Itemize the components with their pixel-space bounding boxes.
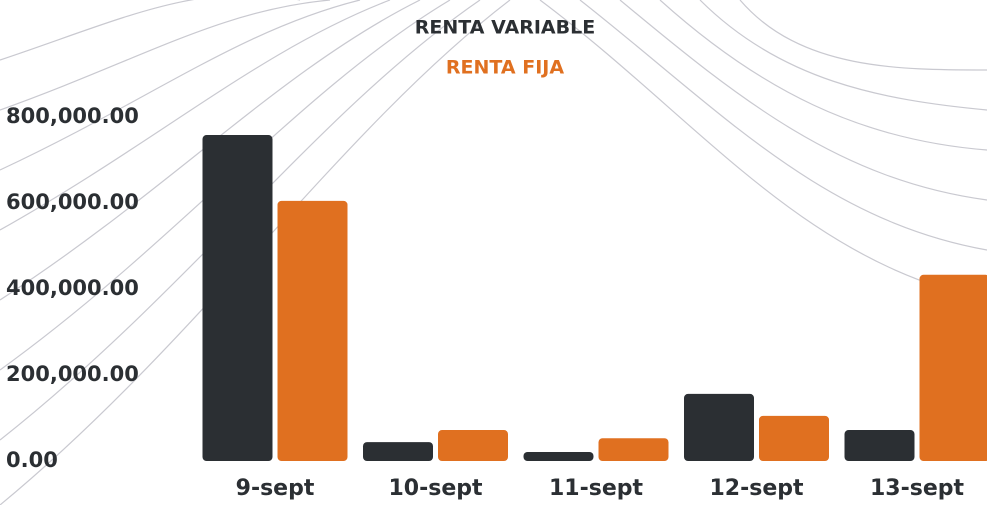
x-tick-label: 12-sept — [709, 476, 804, 501]
bar — [438, 430, 508, 461]
y-tick-label: 200,000.00 — [6, 362, 139, 386]
y-tick-label: 0.00 — [6, 448, 58, 472]
y-tick-label: 800,000.00 — [6, 104, 139, 128]
bar — [202, 135, 273, 461]
x-tick-label: 11-sept — [549, 476, 644, 501]
legend-label: RENTA VARIABLE — [415, 17, 595, 39]
x-tick-label: 13-sept — [870, 476, 965, 501]
x-tick-label: 9-sept — [236, 476, 315, 501]
bar — [919, 274, 987, 461]
bar — [523, 451, 594, 461]
bar — [363, 442, 433, 461]
y-tick-label: 600,000.00 — [6, 190, 139, 214]
bar — [684, 393, 754, 461]
bar — [759, 415, 829, 461]
legend-label: RENTA FIJA — [446, 57, 564, 79]
y-tick-label: 400,000.00 — [6, 276, 139, 300]
bar — [277, 200, 348, 461]
bar — [844, 430, 915, 461]
x-tick-label: 10-sept — [388, 476, 483, 501]
bar — [598, 438, 669, 461]
